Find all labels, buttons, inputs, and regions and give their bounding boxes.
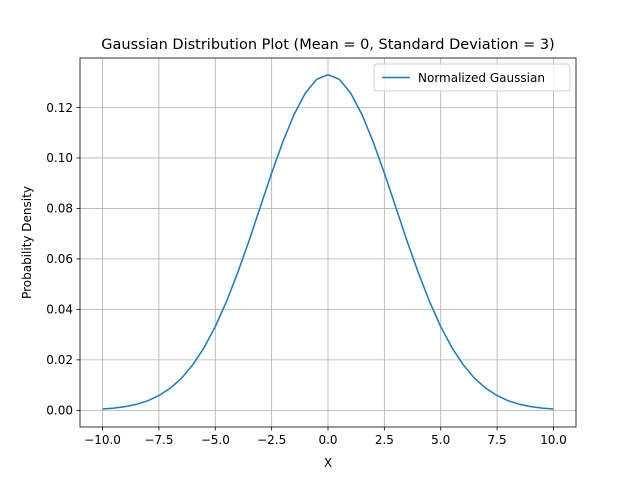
legend-label: Normalized Gaussian — [418, 71, 545, 85]
x-tick-label: 2.5 — [375, 433, 394, 447]
y-tick-label: 0.04 — [46, 303, 73, 317]
y-tick-label: 0.12 — [46, 101, 73, 115]
x-tick-label: 5.0 — [431, 433, 450, 447]
y-axis-label: Probability Density — [20, 186, 34, 299]
y-tick-label: 0.08 — [46, 202, 73, 216]
x-axis-ticks: −10.0 −7.5 −5.0 −2.5 0.0 2.5 5.0 7.5 10.0 — [84, 427, 567, 447]
chart-title: Gaussian Distribution Plot (Mean = 0, St… — [101, 37, 554, 53]
x-tick-label: 7.5 — [488, 433, 507, 447]
y-tick-label: 0.00 — [46, 404, 73, 418]
y-tick-label: 0.02 — [46, 353, 73, 367]
y-tick-label: 0.10 — [46, 151, 73, 165]
x-tick-label: −5.0 — [201, 433, 230, 447]
grid-lines — [80, 58, 576, 427]
x-tick-label: −2.5 — [257, 433, 286, 447]
y-axis-ticks: 0.00 0.02 0.04 0.06 0.08 0.10 0.12 — [46, 101, 80, 418]
x-tick-label: −7.5 — [144, 433, 173, 447]
x-tick-label: 0.0 — [318, 433, 337, 447]
series-layer — [102, 73, 554, 410]
series-line — [102, 73, 554, 410]
x-tick-label: 10.0 — [540, 433, 567, 447]
y-tick-label: 0.06 — [46, 252, 73, 266]
x-axis-label: X — [324, 456, 332, 470]
legend: Normalized Gaussian — [373, 63, 571, 92]
legend-box — [373, 63, 571, 92]
x-tick-label: −10.0 — [84, 433, 121, 447]
